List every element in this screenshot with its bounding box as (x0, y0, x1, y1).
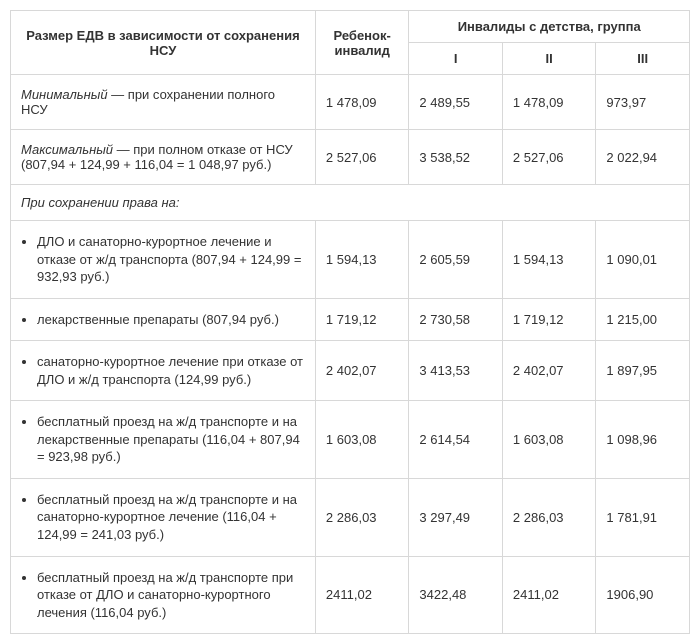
header-child: Ребенок-инвалид (315, 11, 409, 75)
value-cell: 2 402,07 (502, 341, 596, 401)
value-cell: 2 286,03 (502, 478, 596, 556)
value-cell: 1 781,91 (596, 478, 690, 556)
value-cell: 2 489,55 (409, 75, 503, 130)
value-cell: 1 098,96 (596, 401, 690, 479)
value-cell: 2 605,59 (409, 221, 503, 299)
table-head: Размер ЕДВ в зависимости от сохранения Н… (11, 11, 690, 75)
value-cell: 1 719,12 (502, 298, 596, 341)
value-cell: 1 897,95 (596, 341, 690, 401)
desc-cell: бесплатный проезд на ж/д транспорте и на… (11, 401, 316, 479)
value-cell: 1 719,12 (315, 298, 409, 341)
value-cell: 2 527,06 (502, 130, 596, 185)
desc-cell: лекарственные препараты (807,94 руб.) (11, 298, 316, 341)
value-cell: 1 090,01 (596, 221, 690, 299)
bullet-item: бесплатный проезд на ж/д транспорте и на… (37, 491, 305, 544)
table-row: Минимальный — при сохранении полного НСУ… (11, 75, 690, 130)
value-cell: 2 402,07 (315, 341, 409, 401)
value-cell: 3 413,53 (409, 341, 503, 401)
value-cell: 1 594,13 (315, 221, 409, 299)
table-row: Максимальный — при полном отказе от НСУ … (11, 130, 690, 185)
value-cell: 1 603,08 (315, 401, 409, 479)
header-group-1: I (409, 43, 503, 75)
desc-cell: Максимальный — при полном отказе от НСУ … (11, 130, 316, 185)
bullet-item: бесплатный проезд на ж/д транспорте и на… (37, 413, 305, 466)
value-cell: 3 297,49 (409, 478, 503, 556)
header-main: Размер ЕДВ в зависимости от сохранения Н… (11, 11, 316, 75)
value-cell: 2 286,03 (315, 478, 409, 556)
bullet-item: санаторно-курортное лечение при отказе о… (37, 353, 305, 388)
value-cell: 1 603,08 (502, 401, 596, 479)
edv-table: Размер ЕДВ в зависимости от сохранения Н… (10, 10, 690, 634)
header-group-2: II (502, 43, 596, 75)
value-cell: 2 022,94 (596, 130, 690, 185)
bullet-item: бесплатный проезд на ж/д транспорте при … (37, 569, 305, 622)
desc-cell: ДЛО и санаторно-курортное лечение и отка… (11, 221, 316, 299)
bullet-item: ДЛО и санаторно-курортное лечение и отка… (37, 233, 305, 286)
desc-cell: бесплатный проезд на ж/д транспорте и на… (11, 478, 316, 556)
section-row: При сохранении права на: (11, 185, 690, 221)
value-cell: 1 478,09 (502, 75, 596, 130)
bullet-item: лекарственные препараты (807,94 руб.) (37, 311, 305, 329)
table-body: Минимальный — при сохранении полного НСУ… (11, 75, 690, 634)
value-cell: 1 215,00 (596, 298, 690, 341)
desc-cell: Минимальный — при сохранении полного НСУ (11, 75, 316, 130)
table-row: бесплатный проезд на ж/д транспорте и на… (11, 478, 690, 556)
table-row: лекарственные препараты (807,94 руб.) 1 7… (11, 298, 690, 341)
header-group-title: Инвалиды с детства, группа (409, 11, 690, 43)
value-cell: 3 538,52 (409, 130, 503, 185)
table-row: санаторно-курортное лечение при отказе о… (11, 341, 690, 401)
value-cell: 2 527,06 (315, 130, 409, 185)
section-label: При сохранении права на: (11, 185, 690, 221)
header-group-3: III (596, 43, 690, 75)
value-cell: 2 614,54 (409, 401, 503, 479)
value-cell: 2 730,58 (409, 298, 503, 341)
desc-cell: санаторно-курортное лечение при отказе о… (11, 341, 316, 401)
value-cell: 973,97 (596, 75, 690, 130)
value-cell: 1 594,13 (502, 221, 596, 299)
table-row: ДЛО и санаторно-курортное лечение и отка… (11, 221, 690, 299)
value-cell: 1 478,09 (315, 75, 409, 130)
table-row: бесплатный проезд на ж/д транспорте и на… (11, 401, 690, 479)
